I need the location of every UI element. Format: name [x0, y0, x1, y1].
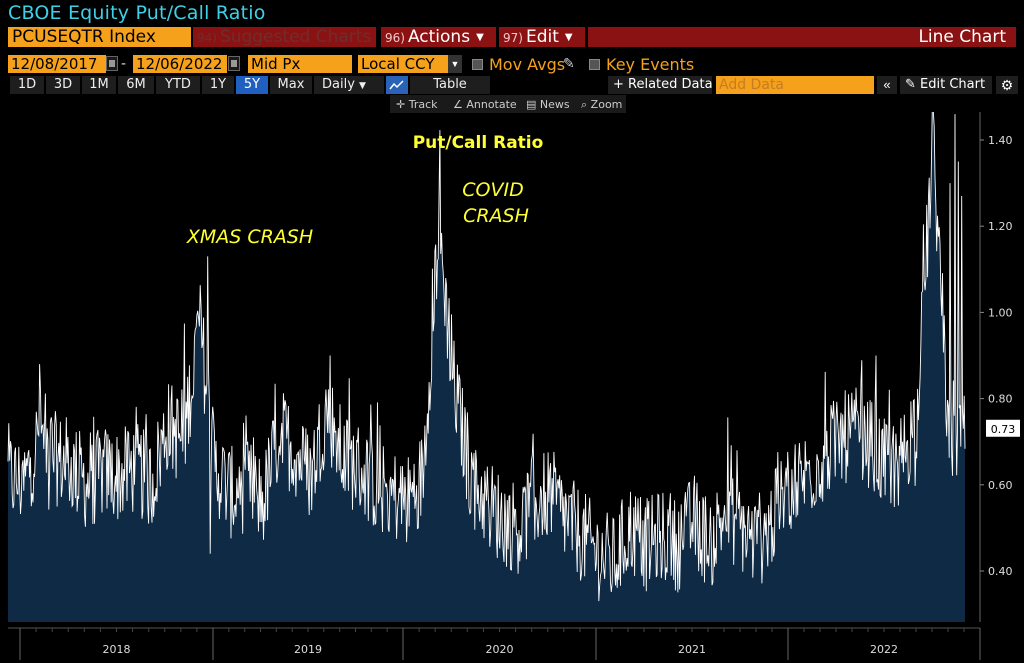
edit-num: 97) — [503, 31, 523, 45]
series-line-put-call-ratio — [7, 112, 966, 602]
calendar-icon[interactable] — [228, 56, 240, 71]
start-date-field[interactable]: 12/08/2017 — [8, 55, 106, 73]
edit-chart-label: Edit Chart — [920, 77, 986, 92]
area-fill — [8, 112, 965, 622]
frequency-select[interactable]: Daily ▼ — [314, 76, 384, 94]
x-tick-label: 2018 — [103, 643, 131, 656]
edit-label: Edit — [525, 27, 559, 47]
period-1m-button[interactable]: 1M — [82, 76, 116, 94]
mov-avgs-checkbox[interactable] — [472, 59, 483, 70]
key-events-checkbox[interactable] — [589, 59, 600, 70]
chart-title: Put/Call Ratio — [413, 133, 544, 153]
x-tick-label: 2020 — [486, 643, 514, 656]
y-tick-label: 0.80 — [988, 393, 1013, 406]
actions-num: 96) — [385, 31, 405, 45]
y-tick-label: 1.00 — [988, 306, 1013, 319]
edit-chart-button[interactable]: ✎ Edit Chart — [900, 76, 992, 94]
annotation-xmas-crash: XMAS CRASH — [186, 226, 313, 248]
annotate-icon: ∠ — [453, 98, 467, 111]
period-max-button[interactable]: Max — [270, 76, 312, 94]
period-5y-button[interactable]: 5Y — [236, 76, 268, 94]
period-1d-button[interactable]: 1D — [10, 76, 44, 94]
last-value-badge — [986, 419, 1020, 437]
key-events-label: Key Events — [606, 55, 695, 74]
line-chart-icon[interactable] — [386, 76, 408, 94]
suggested-charts-button[interactable]: 94) Suggested Charts — [193, 27, 376, 47]
pencil-icon[interactable]: ✎ — [563, 55, 575, 71]
gear-icon[interactable]: ⚙ — [996, 76, 1018, 94]
magnifier-icon: ⌕ — [581, 98, 591, 111]
ticker-field[interactable]: PCUSEQTR Index — [8, 27, 191, 47]
mov-avgs-label: Mov Avgs — [489, 55, 566, 74]
period-6m-button[interactable]: 6M — [118, 76, 154, 94]
news-tool[interactable]: ▤ News — [526, 96, 570, 113]
y-tick-label: 1.20 — [988, 220, 1013, 233]
frequency-label: Daily — [322, 77, 355, 92]
caret-down-icon: ▼ — [564, 32, 573, 43]
period-3d-button[interactable]: 3D — [46, 76, 80, 94]
y-tick-label: 1.40 — [988, 134, 1013, 147]
caret-down-icon: ▼ — [359, 81, 366, 91]
annotation-covid-crash-line2: CRASH — [463, 205, 529, 227]
annotate-tool[interactable]: ∠ Annotate — [453, 96, 517, 113]
line-chart[interactable]: Put/Call Ratio XMAS CRASH COVID CRASH 1.… — [0, 112, 1024, 663]
y-tick-label: 0.60 — [988, 479, 1013, 492]
news-icon: ▤ — [526, 98, 540, 111]
caret-down-icon: ▼ — [476, 32, 484, 43]
calendar-icon[interactable] — [106, 56, 118, 71]
pencil-icon: ✎ — [905, 77, 921, 92]
annotation-covid-crash-line1: COVID — [462, 179, 523, 201]
date-separator: - — [121, 55, 126, 72]
collapse-icon[interactable]: « — [877, 76, 897, 94]
suggested-label: Suggested Charts — [219, 27, 372, 47]
dropdown-arrow-icon[interactable]: ▼ — [448, 55, 462, 73]
period-ytd-button[interactable]: YTD — [156, 76, 200, 94]
x-tick-label: 2021 — [678, 643, 706, 656]
edit-menu-button[interactable]: 97) Edit ▼ — [499, 27, 585, 47]
crosshair-icon: ✛ — [396, 98, 409, 111]
window-title: CBOE Equity Put/Call Ratio — [8, 2, 266, 24]
related-data-button[interactable]: + Related Data — [608, 76, 712, 94]
news-label: News — [539, 98, 570, 111]
track-tool[interactable]: ✛ Track — [396, 96, 438, 113]
price-field-select[interactable]: Mid Px — [248, 55, 352, 73]
x-tick-label: 2019 — [294, 643, 322, 656]
annotate-label: Annotate — [466, 98, 517, 111]
y-tick-label: 0.40 — [988, 565, 1013, 578]
chart-type-label[interactable]: Line Chart — [588, 27, 1016, 47]
chart-tools-bar — [390, 95, 626, 113]
last-value-label: 0.73 — [991, 423, 1016, 436]
actions-label: Actions — [407, 27, 471, 47]
currency-select[interactable]: Local CCY — [358, 55, 448, 73]
end-date-field[interactable]: 12/06/2022 — [133, 55, 227, 73]
zoom-label: Zoom — [590, 98, 623, 111]
zoom-tool[interactable]: ⌕ Zoom — [581, 96, 622, 113]
period-1y-button[interactable]: 1Y — [202, 76, 234, 94]
suggested-num: 94) — [197, 31, 217, 45]
table-button[interactable]: Table — [410, 76, 490, 94]
actions-menu-button[interactable]: 96) Actions ▼ — [381, 27, 496, 47]
track-label: Track — [408, 98, 438, 111]
x-tick-label: 2022 — [870, 643, 898, 656]
add-data-input[interactable] — [716, 76, 874, 94]
